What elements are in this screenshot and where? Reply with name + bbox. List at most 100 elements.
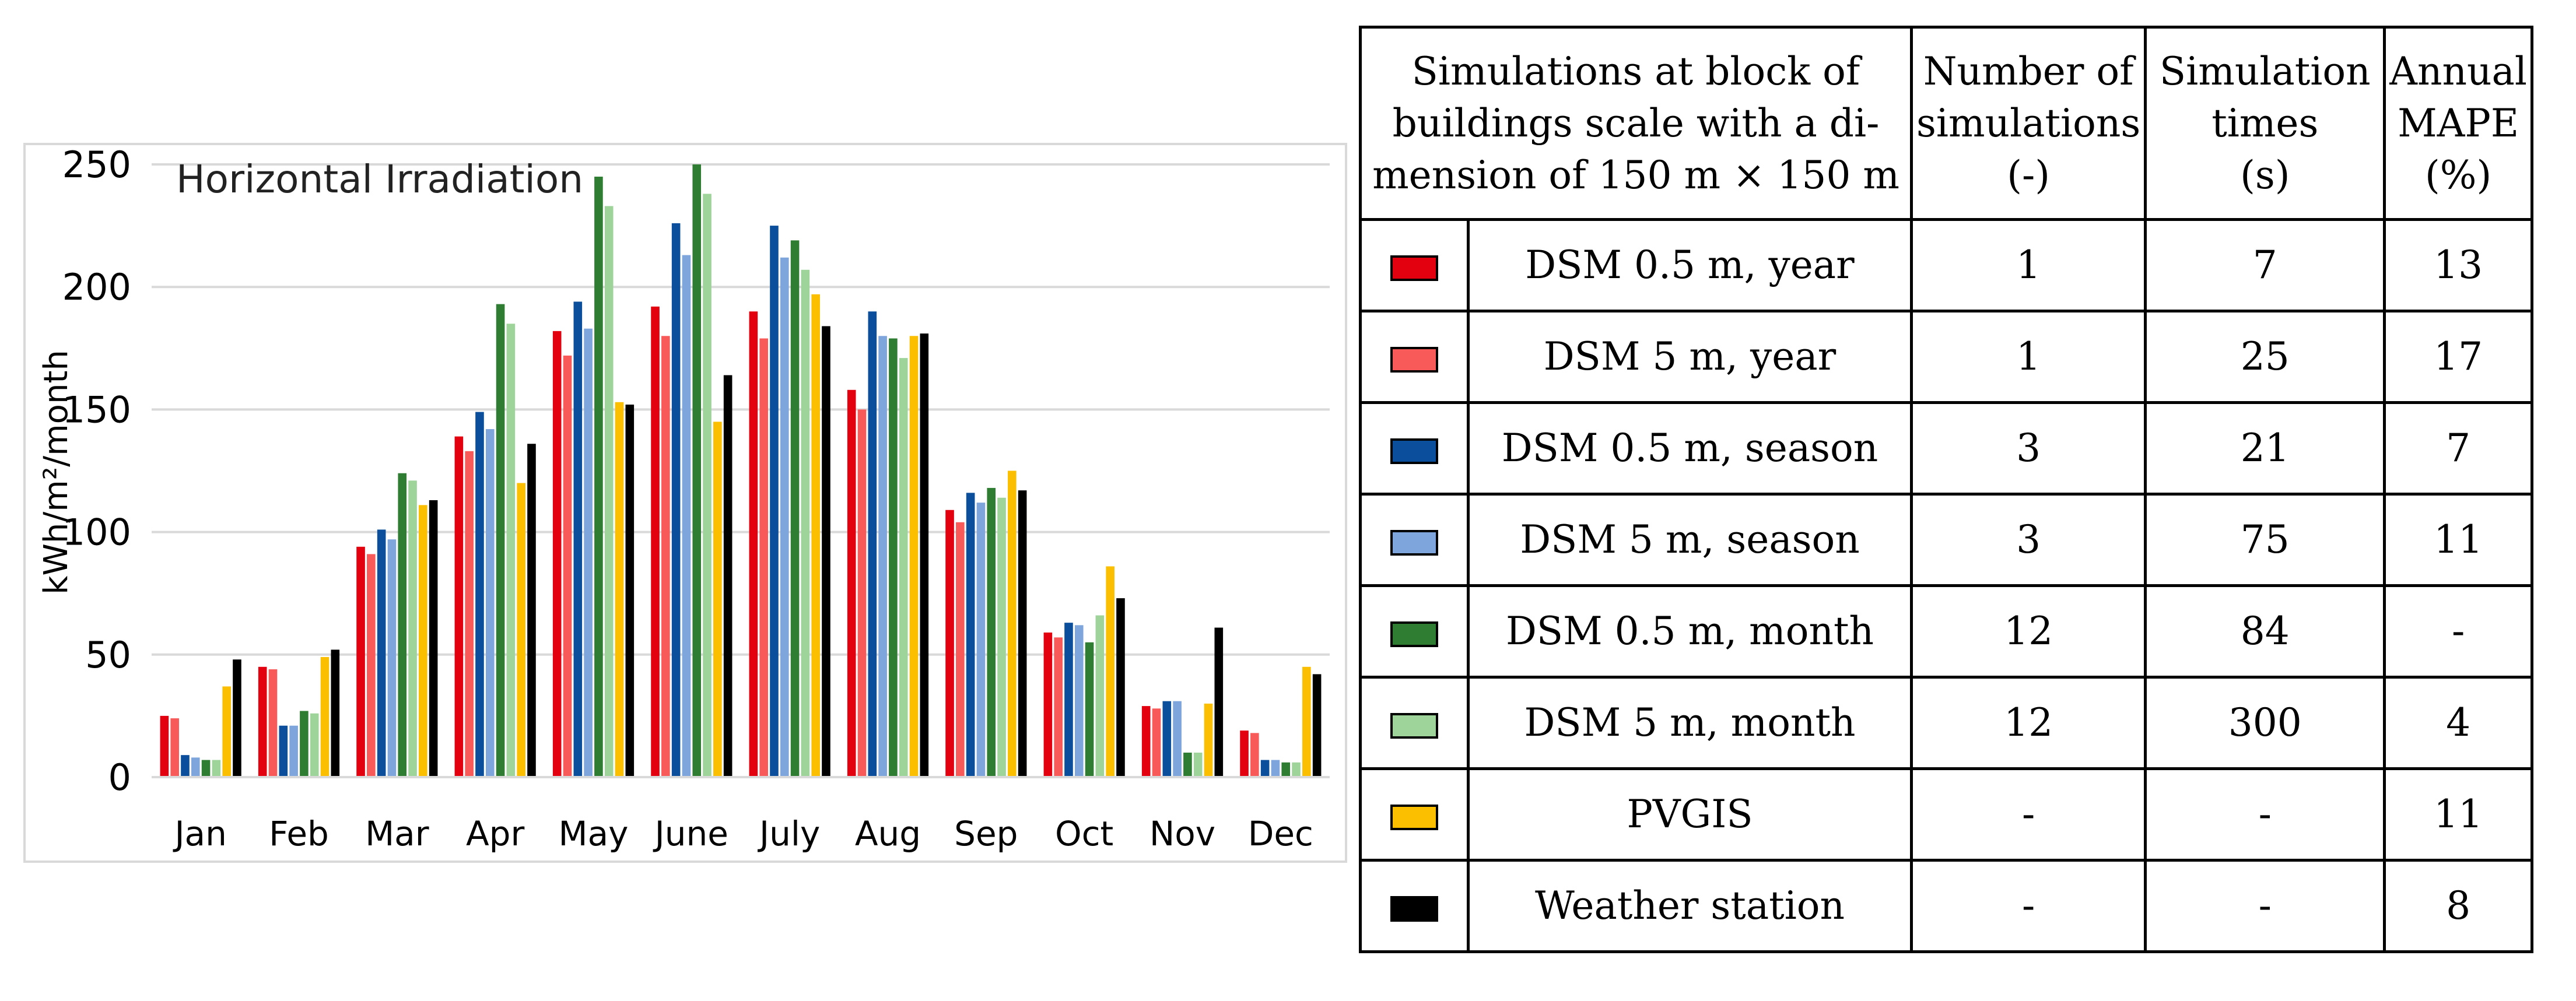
bar-jan-series-3 [191, 757, 200, 777]
x-tick-label: Jan [173, 814, 226, 854]
bar-dec-series-5 [1292, 762, 1301, 777]
bar-may-series-0 [552, 331, 562, 777]
bar-mar-series-1 [367, 554, 376, 777]
bar-mar-series-3 [387, 539, 397, 777]
annual-mape-cell: 7 [2383, 401, 2533, 496]
annual-mape-cell: - [2383, 584, 2533, 679]
simulation-time-cell: 25 [2144, 310, 2386, 404]
bar-dec-series-1 [1250, 733, 1259, 777]
bar-july-series-2 [770, 226, 779, 778]
legend-swatch-cell [1359, 218, 1470, 312]
bar-july-series-5 [801, 269, 810, 778]
bar-june-series-0 [651, 306, 660, 777]
header-line: (s) [2240, 153, 2290, 198]
header-line: simulations [1916, 100, 2141, 146]
bar-july-series-3 [780, 257, 789, 777]
legend-swatch-cell [1359, 493, 1470, 587]
x-tick-label: Feb [269, 814, 329, 854]
header-number-of-simulations: Number of simulations (-) [1909, 26, 2147, 221]
bar-oct-series-4 [1085, 642, 1094, 777]
bar-nov-series-2 [1162, 701, 1172, 777]
bar-apr-series-3 [485, 429, 495, 777]
table-row: PVGIS - -11 [1359, 767, 2533, 862]
annual-mape-cell: 4 [2383, 676, 2533, 770]
number-of-simulations-cell: 12 [1909, 676, 2147, 770]
bar-may-series-7 [625, 404, 635, 777]
bar-dec-series-2 [1260, 760, 1270, 777]
bar-jan-series-1 [170, 718, 179, 777]
bar-nov-series-5 [1193, 752, 1203, 777]
number-of-simulations-cell: 3 [1909, 401, 2147, 496]
bar-mar-series-5 [408, 480, 417, 777]
bar-sep-series-1 [956, 522, 965, 777]
bar-june-series-1 [661, 336, 670, 777]
legend-swatch-cell [1359, 859, 1470, 953]
x-tick-label: Apr [466, 814, 524, 854]
y-tick-label: 50 [85, 634, 131, 676]
y-tick-label: 100 [62, 511, 131, 554]
bar-mar-series-0 [356, 546, 365, 777]
header-line: (%) [2424, 153, 2492, 198]
table-header-row: Simulations at block of buildings scale … [1359, 26, 2533, 221]
bar-oct-series-7 [1116, 598, 1125, 777]
bar-nov-series-0 [1141, 706, 1151, 777]
x-tick-label: June [653, 814, 728, 854]
legend-swatch [1390, 438, 1438, 465]
legend-swatch [1390, 255, 1438, 282]
bar-sep-series-0 [945, 510, 954, 777]
table-row: DSM 5 m, season 3 75 11 [1359, 493, 2533, 587]
bar-jan-series-7 [233, 659, 241, 777]
bar-sep-series-3 [976, 503, 986, 777]
bar-aug-series-1 [857, 409, 867, 777]
x-tick-label: Nov [1149, 814, 1215, 854]
bar-dec-series-7 [1312, 674, 1322, 777]
number-of-simulations-cell: 3 [1909, 493, 2147, 587]
header-simulations: Simulations at block of buildings scale … [1359, 26, 1913, 221]
table-row: DSM 5 m, year 1 25 17 [1359, 310, 2533, 404]
series-name-cell: DSM 5 m, year [1467, 310, 1913, 404]
bar-apr-series-7 [527, 444, 536, 777]
bar-oct-series-0 [1043, 632, 1053, 777]
legend-swatch-cell [1359, 767, 1470, 862]
legend-swatch [1390, 896, 1438, 922]
header-annual-mape: Annual MAPE (%) [2383, 26, 2533, 221]
table-row: DSM 0.5 m, month 12 84- [1359, 584, 2533, 679]
x-tick-label: Aug [855, 814, 921, 854]
bar-june-series-6 [713, 422, 722, 777]
bar-june-series-4 [692, 164, 702, 777]
bar-dec-series-3 [1271, 760, 1280, 777]
simulation-time-cell: - [2144, 859, 2386, 953]
number-of-simulations-cell: - [1909, 859, 2147, 953]
bar-feb-series-5 [310, 713, 319, 777]
bar-sep-series-7 [1018, 490, 1027, 777]
number-of-simulations-cell: 12 [1909, 584, 2147, 679]
bar-june-series-7 [723, 375, 733, 777]
bar-oct-series-5 [1095, 615, 1105, 777]
x-tick-label: Oct [1055, 814, 1113, 854]
bar-sep-series-5 [997, 497, 1006, 777]
bar-apr-series-1 [465, 451, 474, 777]
bar-nov-series-3 [1173, 701, 1182, 777]
bar-june-series-2 [671, 223, 681, 777]
simulation-time-cell: 300 [2144, 676, 2386, 770]
bar-apr-series-6 [517, 483, 525, 777]
bar-sep-series-6 [1008, 470, 1017, 777]
header-line: (-) [2007, 153, 2051, 198]
bar-may-series-5 [604, 206, 614, 777]
bar-mar-series-2 [377, 529, 386, 777]
bar-july-series-0 [749, 311, 758, 777]
bar-nov-series-1 [1152, 708, 1161, 777]
legend-swatch [1390, 713, 1438, 739]
y-tick-label: 250 [62, 143, 131, 186]
simulation-time-cell: 84 [2144, 584, 2386, 679]
header-line: Number of [1923, 48, 2134, 94]
series-name-cell: PVGIS [1467, 767, 1913, 862]
bar-aug-series-4 [889, 338, 898, 777]
bar-july-series-4 [790, 240, 800, 778]
bar-feb-series-4 [300, 711, 309, 777]
series-name-cell: DSM 0.5 m, month [1467, 584, 1913, 679]
bar-aug-series-5 [899, 358, 908, 777]
bar-nov-series-6 [1204, 703, 1213, 777]
chart-title: Horizontal Irradiation [176, 157, 583, 202]
bar-may-series-6 [615, 402, 624, 777]
